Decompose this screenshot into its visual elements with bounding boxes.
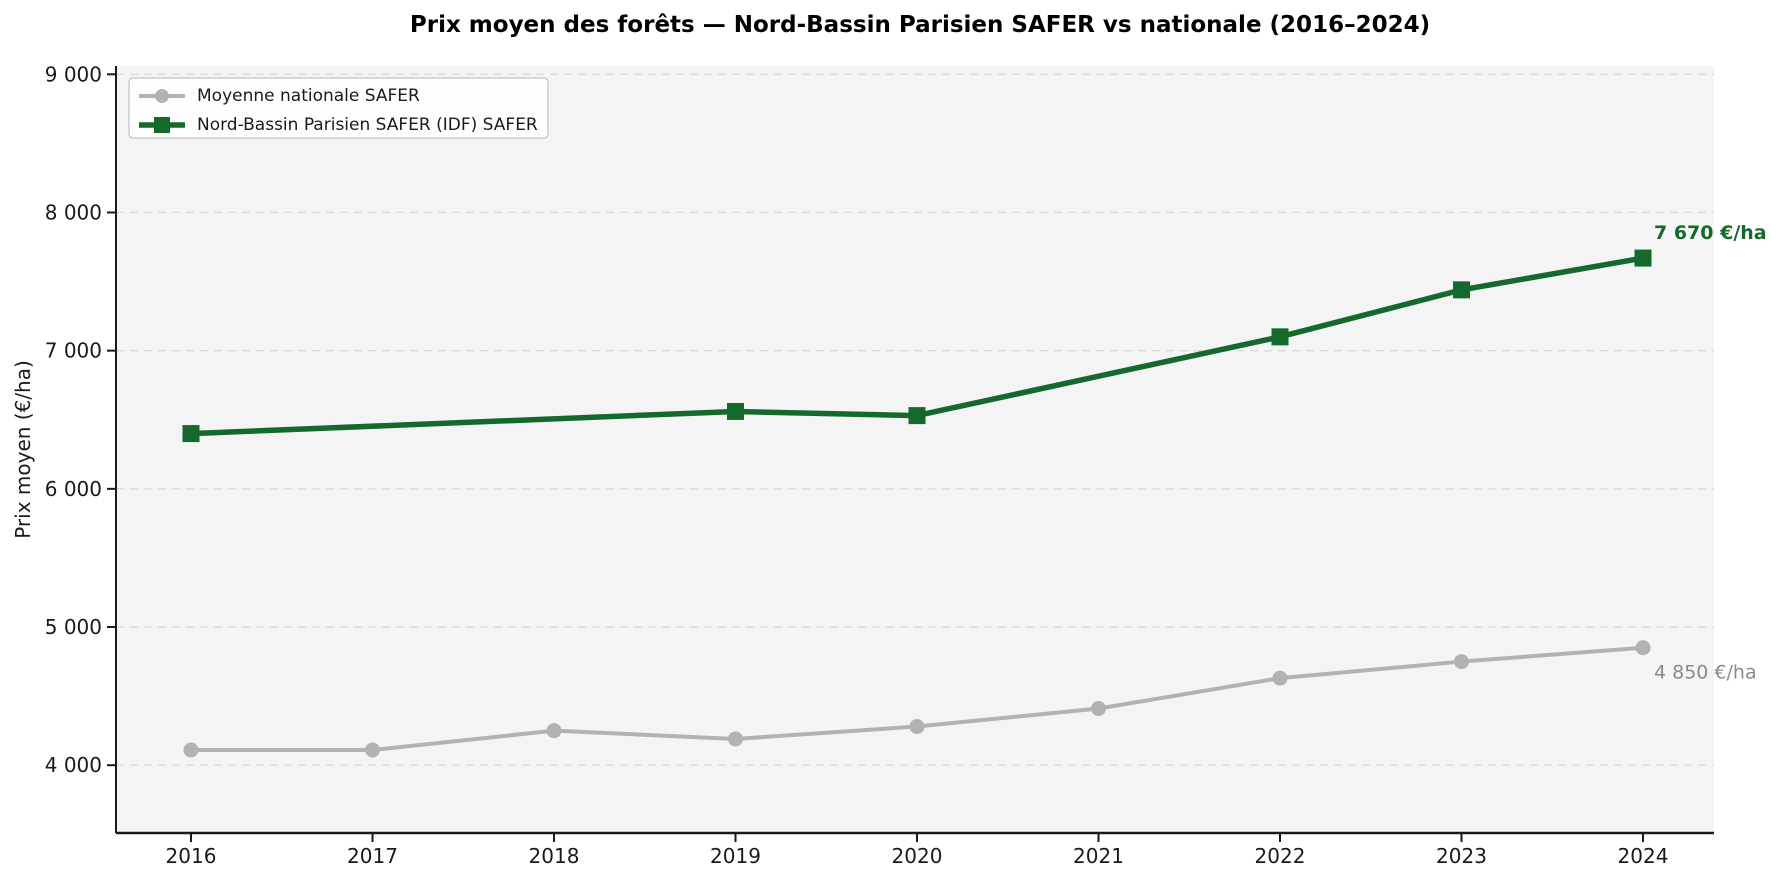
end-annotation-series-0: 4 850 €/ha [1654, 662, 1757, 684]
x-tick-label-2023: 2023 [1436, 844, 1487, 868]
data-point-0-2022 [1272, 670, 1288, 686]
x-tick-label-2022: 2022 [1255, 844, 1306, 868]
y-tick-label-4000: 4 000 [45, 753, 102, 777]
legend-marker-square-icon [154, 117, 170, 133]
data-point-0-2016 [183, 742, 199, 758]
x-tick-label-2018: 2018 [529, 844, 580, 868]
data-point-1-2019 [727, 402, 744, 420]
data-point-0-2017 [365, 742, 380, 758]
data-point-0-2018 [546, 723, 562, 739]
legend-label-0: Moyenne nationale SAFER [197, 86, 420, 106]
data-point-1-2020 [908, 407, 926, 425]
data-point-0-2019 [728, 731, 743, 747]
y-tick-label-7000: 7 000 [45, 339, 102, 363]
data-point-1-2024 [1634, 249, 1652, 267]
y-axis-label: Prix moyen (€/ha) [11, 360, 35, 539]
data-point-1-2022 [1271, 328, 1289, 346]
plot-area-background [116, 66, 1714, 833]
legend-box [128, 77, 549, 139]
legend-marker-circle-icon [155, 89, 169, 103]
x-tick-label-2016: 2016 [166, 844, 217, 868]
x-tick-label-2017: 2017 [347, 844, 398, 868]
x-tick-label-2024: 2024 [1618, 844, 1669, 868]
y-tick-label-9000: 9 000 [45, 62, 102, 86]
data-point-1-2023 [1453, 281, 1470, 299]
legend-label-1: Nord-Bassin Parisien SAFER (IDF) SAFER [197, 115, 538, 135]
y-tick-label-6000: 6 000 [45, 477, 102, 501]
x-tick-label-2021: 2021 [1073, 844, 1124, 868]
x-tick-label-2019: 2019 [710, 844, 761, 868]
data-point-0-2024 [1635, 640, 1651, 656]
chart-title: Prix moyen des forêts — Nord-Bassin Pari… [409, 12, 1431, 38]
y-tick-label-5000: 5 000 [45, 615, 102, 639]
data-point-0-2020 [909, 719, 925, 735]
data-point-0-2023 [1454, 654, 1469, 670]
data-point-1-2016 [182, 425, 200, 443]
y-tick-label-8000: 8 000 [45, 200, 102, 224]
data-point-0-2021 [1091, 701, 1106, 717]
x-tick-label-2020: 2020 [892, 844, 943, 868]
end-annotation-series-1: 7 670 €/ha [1654, 222, 1767, 244]
series-line-1 [188, 255, 1646, 437]
